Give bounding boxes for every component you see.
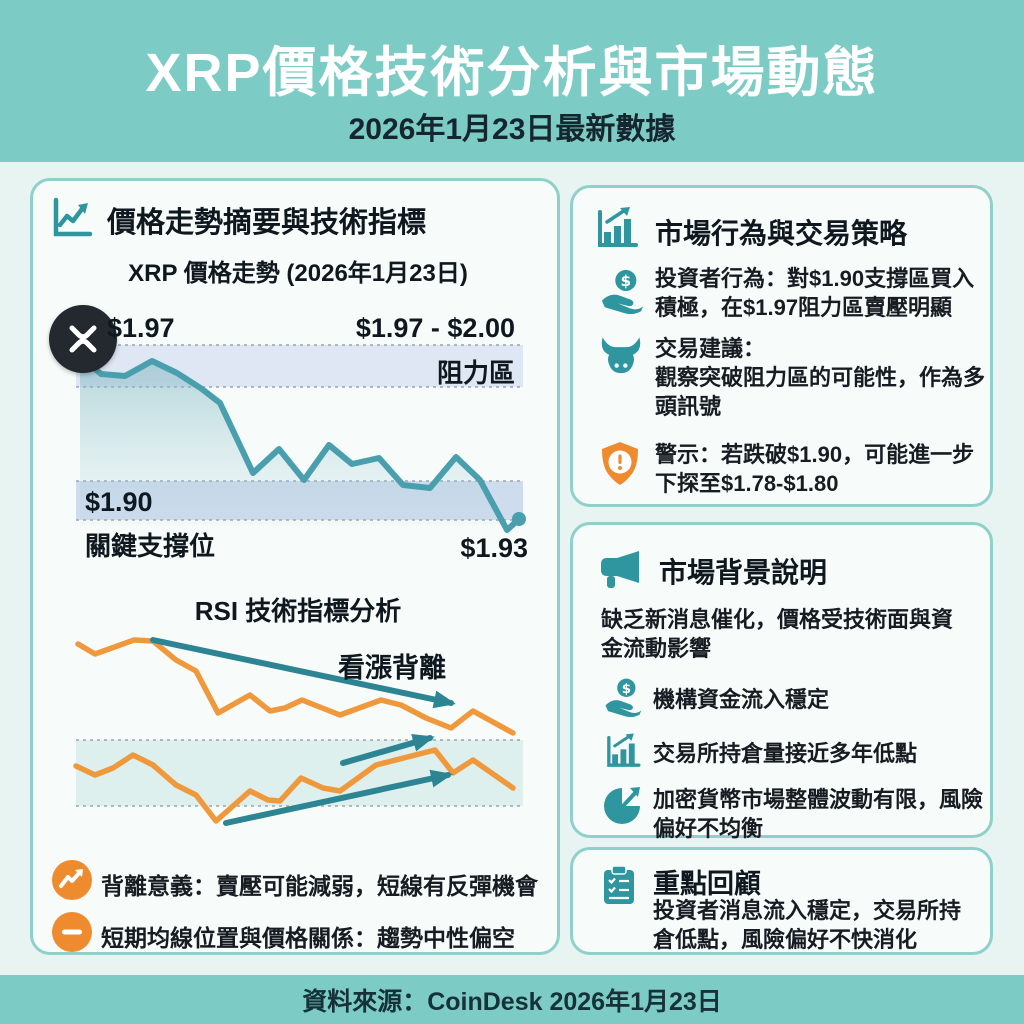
line-chart-icon <box>49 195 95 241</box>
market-behavior-card: 市場行為與交易策略 $ 投資者行為：對$1.90支撐區買入積極，在$1.97阻力… <box>570 185 993 507</box>
panel-title: 市場背景說明 <box>659 557 828 588</box>
item-trade-advice: 交易建議： 觀察突破阻力區的可能性，作為多頭訊號 <box>655 336 986 420</box>
support-name-label: 關鍵支撐位 <box>85 531 216 561</box>
svg-text:$: $ <box>622 682 631 697</box>
panel-title: 重點回顧 <box>653 869 761 899</box>
bull-icon <box>595 334 647 382</box>
panel-title: 市場行為與交易策略 <box>655 218 908 249</box>
end-price-label: $1.93 <box>460 533 528 563</box>
rsi-chart-title: RSI 技術指標分析 <box>194 596 402 626</box>
item-warning: 警示：若跌破$1.90，可能進一步下探至$1.78-$1.80 <box>655 442 975 497</box>
footer-band: 資料來源：CoinDesk 2026年1月23日 <box>0 975 1024 1024</box>
item-investor-behavior: 投資者行為：對$1.90支撐區買入積極，在$1.97阻力區賣壓明顯 <box>655 266 975 321</box>
divergence-arrow-1 <box>150 637 456 709</box>
bar-chart-up-icon <box>603 731 643 771</box>
xrp-logo-icon <box>49 305 117 373</box>
note-ma-position: 短期均線位置與價格關係：趨勢中性偏空 <box>101 925 515 951</box>
hand-coin-icon: $ <box>599 268 645 314</box>
hand-coin-icon: $ <box>603 677 643 717</box>
recap-text: 投資者消息流入穩定，交易所持倉低點，風險偏好不快消化 <box>653 898 962 953</box>
context-item-1: 機構資金流入穩定 <box>653 687 830 712</box>
context-item-3: 加密貨幣市場整體波動有限，風險偏好不均衡 <box>653 787 984 842</box>
price-line <box>77 353 522 533</box>
rsi-upper-line <box>75 637 516 736</box>
page-title: XRP價格技術分析與市場動態 <box>145 43 879 103</box>
left-panel-title: 價格走勢摘要與技術指標 <box>107 207 427 239</box>
context-intro: 缺乏新消息催化，價格受技術面與資金流動影響 <box>601 607 954 662</box>
recap-card: 重點回顧 投資者消息流入穩定，交易所持倉低點，風險偏好不快消化 <box>570 847 993 955</box>
market-context-card: 市場背景說明 缺乏新消息催化，價格受技術面與資金流動影響 $ 機構資金流入穩定 … <box>570 522 993 841</box>
clipboard-icon <box>599 864 639 906</box>
pie-arrow-icon <box>599 783 645 829</box>
resistance-zone-label: 阻力區 <box>436 358 515 388</box>
context-item-2: 交易所持倉量接近多年低點 <box>653 741 918 766</box>
page-subtitle: 2026年1月23日最新數據 <box>348 113 676 146</box>
divergence-arrow-3 <box>223 769 453 826</box>
shield-alert-icon <box>597 440 643 488</box>
note-divergence: 背離意義：賣壓可能減弱，短線有反彈機會 <box>101 873 538 899</box>
divergence-annotation: 看漲背離 <box>338 653 446 683</box>
trend-up-circle-icon <box>51 859 93 901</box>
price-analysis-card: 價格走勢摘要與技術指標 XRP 價格走勢 (2026年1月23日) <box>30 178 560 955</box>
price-chart-title: XRP 價格走勢 (2026年1月23日) <box>128 260 468 287</box>
bar-chart-up-icon <box>593 204 641 252</box>
price-end-dot <box>512 512 526 526</box>
start-price-label: $1.97 <box>107 313 175 343</box>
megaphone-icon <box>595 547 645 593</box>
resistance-range-label: $1.97 - $2.00 <box>355 313 515 343</box>
divergence-arrow-2 <box>340 734 435 766</box>
xrp-price-chart <box>76 344 526 533</box>
data-source: 資料來源：CoinDesk 2026年1月23日 <box>302 987 722 1016</box>
header-band <box>0 0 1024 162</box>
rsi-lower-line <box>73 747 516 824</box>
support-price-label: $1.90 <box>85 487 153 517</box>
rsi-chart <box>73 637 523 826</box>
svg-text:$: $ <box>620 272 631 290</box>
minus-circle-icon <box>51 911 93 953</box>
